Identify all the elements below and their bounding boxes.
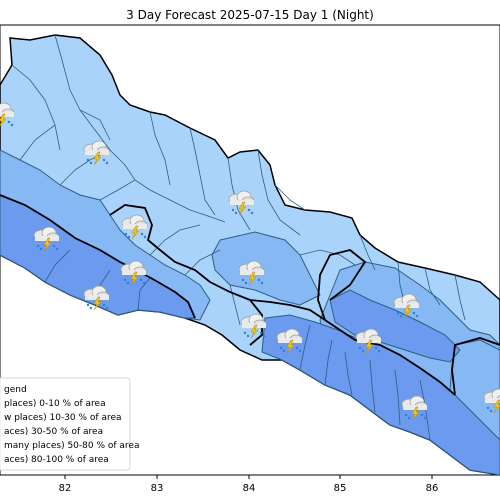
legend-item-0: places) 0-10 % of area [4,399,106,409]
x-tick-label: 82 [59,483,72,494]
x-tick-label: 86 [426,483,439,494]
legend-title: gend [4,385,27,395]
legend-item-3: many places) 50-80 % of area [4,441,139,451]
legend-item-2: aces) 30-50 % of area [4,427,103,437]
x-tick-label: 85 [334,483,347,494]
x-tick-label: 84 [243,483,256,494]
legend: gend places) 0-10 % of area w places) 10… [0,377,139,471]
legend-item-4: aces) 80-100 % of area [4,455,109,465]
district-boundaries [11,34,466,441]
province-boundaries [0,194,500,396]
x-tick-label: 83 [151,483,164,494]
map-title: 3 Day Forecast 2025-07-15 Day 1 (Night) [126,8,374,22]
x-axis: 82 83 84 85 86 [59,475,439,494]
district-medium-central [211,231,321,306]
legend-item-1: w places) 10-30 % of area [4,413,122,423]
